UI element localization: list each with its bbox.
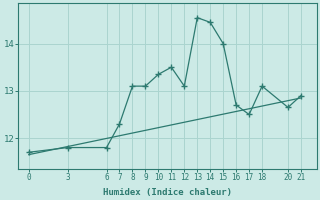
X-axis label: Humidex (Indice chaleur): Humidex (Indice chaleur) xyxy=(103,188,232,197)
